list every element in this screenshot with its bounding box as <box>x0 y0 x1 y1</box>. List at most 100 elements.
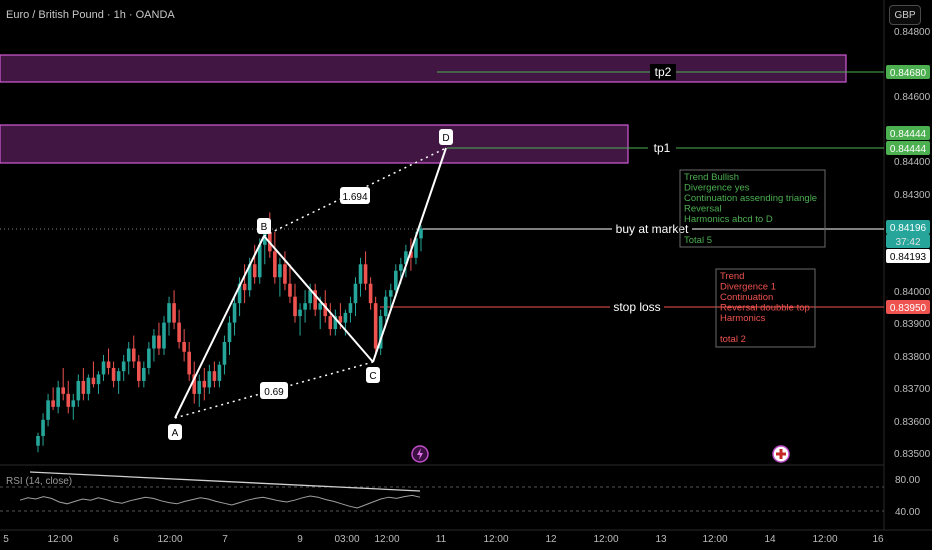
candle-body <box>237 283 242 304</box>
candle-body <box>227 322 232 343</box>
leg-ab <box>174 235 265 419</box>
time-tick: 12:00 <box>47 534 72 545</box>
time-tick: 16 <box>872 534 884 545</box>
bull-total: Total 5 <box>684 235 712 246</box>
candle-body <box>212 371 217 381</box>
candle-body <box>51 400 55 407</box>
price-tag-bg <box>886 220 930 234</box>
candle-body <box>167 303 171 323</box>
candle-body <box>96 374 101 385</box>
time-tick: 12 <box>545 534 557 545</box>
price-axis[interactable]: 0.84800 0.84600 0.84400 0.84300 0.84000 0.839… <box>894 27 931 460</box>
candle-body <box>131 348 136 362</box>
candle-body <box>333 316 338 330</box>
candle-body <box>353 283 358 304</box>
candle-body <box>368 283 373 304</box>
time-tick: 12:00 <box>374 534 399 545</box>
candle-body <box>363 264 368 284</box>
candle-body <box>202 380 207 388</box>
time-tick: 7 <box>222 534 228 545</box>
candle-body <box>136 361 141 381</box>
bear-total: total 2 <box>720 334 746 345</box>
candle-body <box>126 348 131 362</box>
time-tick: 12:00 <box>593 534 618 545</box>
candle-body <box>177 322 181 343</box>
currency-button[interactable]: GBP <box>889 5 921 25</box>
rsi-pane[interactable]: RSI (14, close) 80.00 40.00 <box>0 471 920 518</box>
candle-body <box>328 316 333 330</box>
price-tag-bg <box>886 65 930 79</box>
time-tick: 03:00 <box>334 534 359 545</box>
bear-reversal: Reversal doubble top <box>720 303 810 314</box>
candle-body <box>192 374 197 394</box>
price-tag-bg <box>886 126 930 140</box>
price-tag: 0.84680 <box>890 68 927 79</box>
candle-body <box>298 309 302 317</box>
candle-body <box>278 264 282 278</box>
rsi-level-40: 40.00 <box>895 507 920 518</box>
candle-body <box>308 290 312 304</box>
ratio-badge-ac <box>260 382 288 399</box>
price-tag-bg <box>886 234 930 248</box>
point-a-label: A <box>172 428 179 439</box>
candle-body <box>222 342 227 365</box>
tp2-label-bg <box>650 64 676 80</box>
candle-body <box>217 364 222 381</box>
price-tag-bg <box>886 141 930 155</box>
time-tick: 12:00 <box>483 534 508 545</box>
candle-body <box>388 290 393 297</box>
time-tick: 11 <box>436 534 447 545</box>
point-b-label: B <box>261 222 268 233</box>
candle-body <box>172 303 176 323</box>
candle-body <box>152 335 156 349</box>
candle-body <box>76 380 81 401</box>
candle-body <box>61 387 65 394</box>
candle-body <box>106 361 111 368</box>
stop-label: stop loss <box>613 300 660 314</box>
time-axis[interactable]: 5 12:00 6 12:00 7 9 03:00 12:00 11 12:00 12 12:00 13… <box>3 534 884 545</box>
bear-divergence: Divergence 1 <box>720 282 776 293</box>
candle-body <box>378 316 383 349</box>
candle-body <box>409 251 413 258</box>
candle-body <box>293 296 297 317</box>
candle-body <box>358 264 363 284</box>
candle-body <box>383 296 388 317</box>
rsi-trendline <box>29 471 421 492</box>
time-tick: 5 <box>3 534 9 545</box>
candle-body <box>242 283 247 291</box>
point-c-label: C <box>369 371 376 382</box>
lightning-event-icon[interactable] <box>411 445 429 463</box>
price-tick: 0.84800 <box>894 27 931 38</box>
ratio-line-bd <box>263 147 447 237</box>
point-a-badge[interactable] <box>168 424 182 440</box>
candle-body <box>81 380 86 394</box>
price-tick: 0.84000 <box>894 287 931 298</box>
price-tick: 0.84600 <box>894 92 931 103</box>
bull-harmonics: Harmonics abcd to D <box>684 214 773 225</box>
candle-body <box>404 251 408 265</box>
candles-group <box>36 212 423 453</box>
time-tick: 12:00 <box>157 534 182 545</box>
point-b-badge[interactable] <box>257 218 271 234</box>
time-tick: 9 <box>297 534 303 545</box>
time-tick: 14 <box>764 534 776 545</box>
uk-flag-event-icon[interactable] <box>772 445 790 463</box>
tp2-zone[interactable] <box>0 54 847 83</box>
point-c-badge[interactable] <box>366 367 380 383</box>
candle-body <box>41 419 45 436</box>
point-d-badge[interactable] <box>439 129 453 145</box>
candle-body <box>36 436 40 446</box>
candle-body <box>303 303 307 310</box>
stop-label-bg <box>610 299 664 315</box>
tp1-label: tp1 <box>654 141 671 155</box>
tp1-zone[interactable] <box>0 124 629 164</box>
leg-cd <box>372 147 447 363</box>
buy-label-bg <box>612 221 692 237</box>
candle-body <box>373 303 378 349</box>
time-tick: 6 <box>113 534 119 545</box>
candle-body <box>142 367 146 381</box>
bullish-analysis-box[interactable] <box>679 169 826 248</box>
bearish-analysis-box[interactable] <box>715 268 816 348</box>
price-tag: 0.84444 <box>890 129 927 140</box>
